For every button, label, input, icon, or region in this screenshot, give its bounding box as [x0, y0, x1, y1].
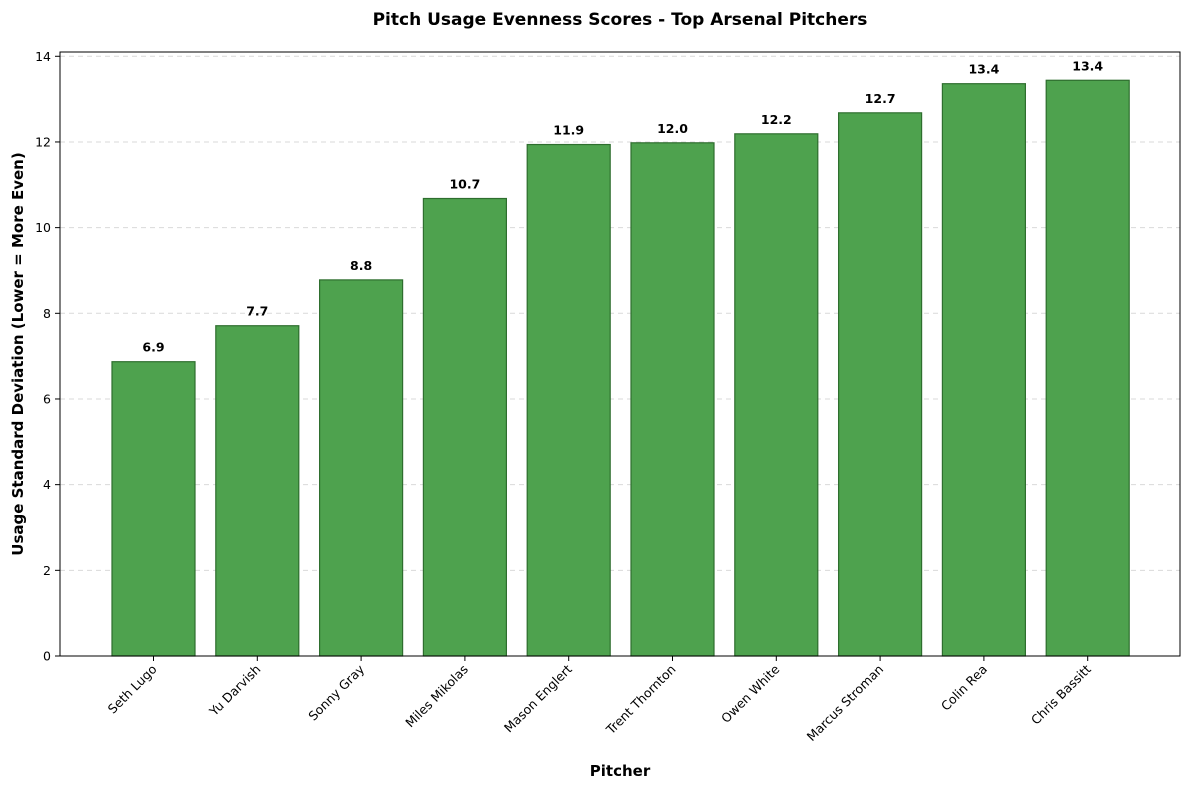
bar-value-label: 8.8 — [350, 258, 372, 273]
bar — [941, 83, 1027, 657]
y-tick-label: 2 — [43, 563, 51, 578]
bar — [1045, 79, 1130, 657]
chart-title: Pitch Usage Evenness Scores - Top Arsena… — [373, 10, 868, 30]
y-tick-label: 4 — [43, 477, 51, 492]
y-tick-label: 14 — [35, 49, 51, 64]
bar — [526, 143, 611, 657]
bar-value-label: 10.7 — [449, 177, 480, 192]
y-axis-ticks: 0 2 4 6 8 10 12 14 — [35, 49, 60, 664]
bar-value-label: 6.9 — [142, 340, 164, 355]
bar-value-label: 12.7 — [865, 91, 896, 106]
x-axis-ticks: Seth Lugo Yu Darvish Sonny Gray Miles Mikol… — [105, 656, 1094, 744]
x-tick-label: Yu Darvish — [206, 662, 264, 720]
x-tick-label: Mason Englert — [501, 661, 575, 735]
plot-area-frame — [59, 51, 1181, 657]
bar — [837, 112, 923, 657]
bar-value-label: 12.0 — [657, 121, 688, 136]
x-tick-label: Colin Rea — [938, 662, 990, 714]
x-tick-label: Miles Mikolas — [402, 662, 471, 731]
y-gridlines — [60, 55, 1180, 571]
y-tick-label: 8 — [43, 306, 51, 321]
bar-value-label: 13.4 — [968, 62, 999, 77]
bar — [630, 142, 715, 657]
bar-value-label: 12.2 — [761, 112, 792, 127]
y-tick-label: 6 — [43, 391, 51, 406]
bar — [734, 133, 819, 657]
x-tick-label: Owen White — [718, 661, 783, 726]
bar — [319, 279, 404, 657]
bar — [111, 361, 196, 657]
x-tick-label: Marcus Stroman — [804, 662, 887, 745]
x-tick-label: Sonny Gray — [305, 661, 367, 723]
bar-value-label: 13.4 — [1072, 58, 1103, 73]
bar-value-label: 7.7 — [246, 304, 268, 319]
y-tick-label: 10 — [35, 220, 51, 235]
y-axis-label: Usage Standard Deviation (Lower = More E… — [9, 152, 27, 555]
x-tick-label: Seth Lugo — [105, 662, 160, 717]
x-tick-label: Trent Thornton — [602, 662, 678, 738]
x-tick-label: Chris Bassitt — [1028, 661, 1094, 727]
y-tick-label: 12 — [35, 134, 51, 149]
x-axis-label: Pitcher — [590, 762, 651, 780]
bar — [422, 197, 507, 657]
bar — [215, 325, 300, 657]
y-tick-label: 0 — [43, 649, 51, 664]
bar-value-label: 11.9 — [553, 123, 584, 138]
bars: 6.9 7.7 8.8 10.7 11.9 12.0 12.2 12.7 13.4 13.4 — [111, 58, 1130, 657]
